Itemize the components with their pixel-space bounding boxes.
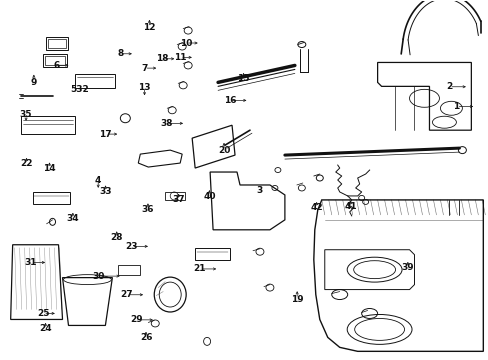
Text: 532: 532: [70, 85, 89, 94]
Text: 15: 15: [237, 75, 249, 84]
Text: 28: 28: [110, 233, 123, 242]
Text: 18: 18: [156, 54, 168, 63]
Bar: [20, 116, 75, 134]
Text: 35: 35: [20, 110, 32, 119]
Bar: [42, 54, 66, 67]
Text: 13: 13: [138, 83, 150, 92]
Text: 3: 3: [256, 186, 262, 195]
Text: 23: 23: [125, 242, 137, 251]
Text: 25: 25: [37, 309, 49, 318]
Text: 8: 8: [117, 49, 123, 58]
Text: 21: 21: [193, 265, 205, 274]
Text: 10: 10: [180, 39, 192, 48]
Text: 41: 41: [344, 202, 356, 211]
Text: 34: 34: [66, 214, 79, 223]
Text: 33: 33: [99, 187, 112, 196]
Text: 24: 24: [39, 324, 52, 333]
Text: 19: 19: [290, 294, 303, 303]
Bar: [33, 192, 70, 204]
Text: 14: 14: [43, 164, 56, 173]
Bar: [165, 192, 185, 200]
Text: 27: 27: [120, 290, 133, 299]
Text: 40: 40: [203, 192, 215, 201]
Text: 17: 17: [99, 130, 112, 139]
Bar: [118, 265, 140, 275]
Text: 22: 22: [20, 159, 33, 168]
Text: 26: 26: [140, 333, 152, 342]
Text: 9: 9: [31, 78, 37, 87]
Text: 29: 29: [130, 315, 142, 324]
Text: 4: 4: [95, 176, 101, 185]
Text: 42: 42: [310, 203, 322, 212]
Text: 39: 39: [401, 264, 413, 273]
Text: 20: 20: [217, 146, 230, 155]
Text: 37: 37: [172, 195, 184, 204]
Bar: [195, 248, 229, 260]
Text: 7: 7: [141, 64, 147, 73]
Text: 1: 1: [452, 102, 459, 111]
Bar: [44, 57, 64, 66]
Text: 2: 2: [445, 82, 451, 91]
Text: 36: 36: [142, 205, 154, 214]
Text: 38: 38: [160, 119, 172, 128]
Text: 16: 16: [223, 96, 236, 105]
Bar: [45, 37, 67, 50]
Text: 12: 12: [143, 23, 155, 32]
Text: 30: 30: [92, 271, 104, 280]
Text: 31: 31: [24, 258, 37, 267]
Bar: [47, 39, 65, 48]
Text: 6: 6: [54, 61, 60, 70]
Text: 11: 11: [174, 53, 186, 62]
Bar: [75, 75, 115, 88]
